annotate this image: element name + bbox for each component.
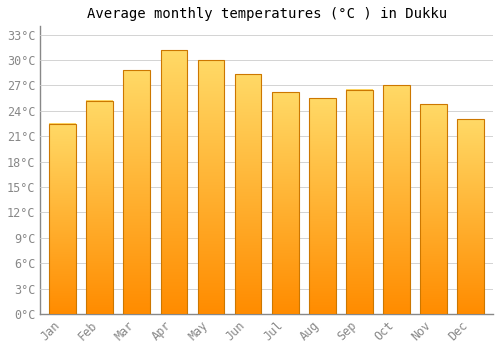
Bar bbox=[420, 104, 447, 314]
Bar bbox=[272, 92, 298, 314]
Bar bbox=[346, 90, 373, 314]
Bar bbox=[309, 98, 336, 314]
Bar bbox=[383, 85, 410, 314]
Title: Average monthly temperatures (°C ) in Dukku: Average monthly temperatures (°C ) in Du… bbox=[86, 7, 446, 21]
Bar bbox=[235, 75, 262, 314]
Bar bbox=[198, 60, 224, 314]
Bar bbox=[458, 119, 484, 314]
Bar bbox=[49, 124, 76, 314]
Bar bbox=[124, 70, 150, 314]
Bar bbox=[86, 101, 113, 314]
Bar bbox=[160, 50, 188, 314]
